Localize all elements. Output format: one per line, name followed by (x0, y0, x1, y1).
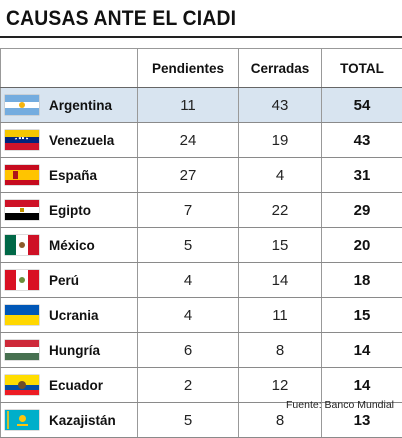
cases-table: Pendientes Cerradas TOTAL Argentina 11 4… (0, 48, 402, 438)
country-cell: Kazajistán (1, 403, 138, 438)
table-row: Ucrania 4 11 15 (1, 298, 402, 333)
cerradas-cell: 22 (239, 193, 322, 228)
header-total: TOTAL (322, 49, 402, 88)
table-row: México 5 15 20 (1, 228, 402, 263)
mexico-flag-icon (5, 235, 39, 255)
ukraine-flag-icon (5, 305, 39, 325)
country-name: Ecuador (49, 378, 103, 393)
country-name: México (49, 238, 95, 253)
table-row: España 27 4 31 (1, 158, 402, 193)
header-pendientes: Pendientes (138, 49, 239, 88)
total-cell: 29 (322, 193, 402, 228)
country-cell: Hungría (1, 333, 138, 368)
table-row: Hungría 6 8 14 (1, 333, 402, 368)
country-cell: México (1, 228, 138, 263)
country-name: Perú (49, 273, 79, 288)
country-name: Argentina (49, 98, 112, 113)
argentina-flag-icon (5, 95, 39, 115)
peru-flag-icon (5, 270, 39, 290)
total-cell: 18 (322, 263, 402, 298)
infographic: CAUSAS ANTE EL CIADI Pendientes Cerradas… (0, 0, 402, 415)
pendientes-cell: 4 (138, 263, 239, 298)
table-row: Venezuela 24 19 43 (1, 123, 402, 158)
country-cell: Perú (1, 263, 138, 298)
country-cell: España (1, 158, 138, 193)
kazakhstan-flag-icon (5, 410, 39, 430)
country-name: Egipto (49, 203, 91, 218)
hungary-flag-icon (5, 340, 39, 360)
spain-flag-icon (5, 165, 39, 185)
pendientes-cell: 24 (138, 123, 239, 158)
table-row: Ecuador 2 12 14 (1, 368, 402, 403)
country-name: Ucrania (49, 308, 99, 323)
title-bar: CAUSAS ANTE EL CIADI (0, 0, 402, 38)
header-country (1, 49, 138, 88)
country-cell: Ucrania (1, 298, 138, 333)
cerradas-cell: 11 (239, 298, 322, 333)
pendientes-cell: 2 (138, 368, 239, 403)
total-cell: 15 (322, 298, 402, 333)
pendientes-cell: 4 (138, 298, 239, 333)
source-note: Fuente: Banco Mundial (286, 399, 394, 411)
cerradas-cell: 19 (239, 123, 322, 158)
cerradas-cell: 14 (239, 263, 322, 298)
cerradas-cell: 43 (239, 88, 322, 123)
country-name: Hungría (49, 343, 100, 358)
table-header-row: Pendientes Cerradas TOTAL (1, 49, 402, 88)
country-cell: Ecuador (1, 368, 138, 403)
total-cell: 14 (322, 333, 402, 368)
country-cell: Egipto (1, 193, 138, 228)
page-title: CAUSAS ANTE EL CIADI (6, 7, 236, 31)
pendientes-cell: 6 (138, 333, 239, 368)
country-cell: Argentina (1, 88, 138, 123)
total-cell: 14 (322, 368, 402, 403)
cerradas-cell: 4 (239, 158, 322, 193)
pendientes-cell: 7 (138, 193, 239, 228)
cerradas-cell: 12 (239, 368, 322, 403)
country-name: Venezuela (49, 133, 114, 148)
egypt-flag-icon (5, 200, 39, 220)
pendientes-cell: 27 (138, 158, 239, 193)
country-cell: Venezuela (1, 123, 138, 158)
ecuador-flag-icon (5, 375, 39, 395)
country-name: España (49, 168, 97, 183)
total-cell: 43 (322, 123, 402, 158)
table-row: Argentina 11 43 54 (1, 88, 402, 123)
total-cell: 54 (322, 88, 402, 123)
total-cell: 20 (322, 228, 402, 263)
table-row: Perú 4 14 18 (1, 263, 402, 298)
cerradas-cell: 8 (239, 333, 322, 368)
table-row: Egipto 7 22 29 (1, 193, 402, 228)
cerradas-cell: 15 (239, 228, 322, 263)
total-cell: 31 (322, 158, 402, 193)
pendientes-cell: 11 (138, 88, 239, 123)
venezuela-flag-icon (5, 130, 39, 150)
pendientes-cell: 5 (138, 228, 239, 263)
header-cerradas: Cerradas (239, 49, 322, 88)
pendientes-cell: 5 (138, 403, 239, 438)
